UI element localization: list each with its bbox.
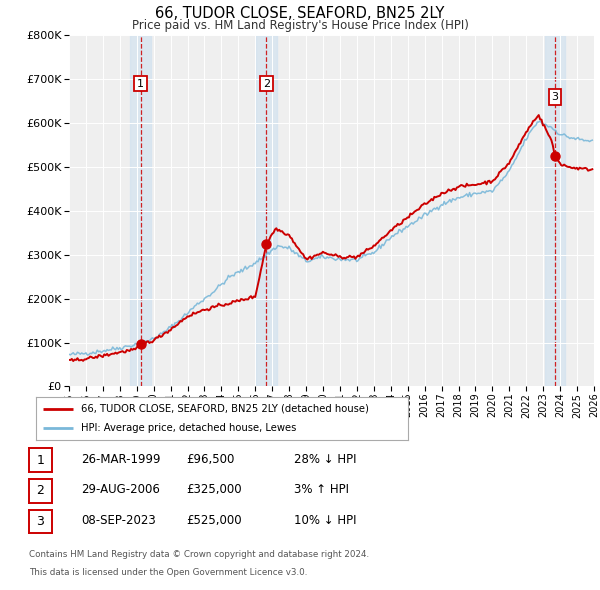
Text: 26-MAR-1999: 26-MAR-1999 [81, 453, 161, 466]
Text: £525,000: £525,000 [186, 514, 242, 527]
Text: 3: 3 [36, 515, 44, 528]
Bar [130, 35, 151, 386]
Text: 2: 2 [36, 484, 44, 497]
Text: £325,000: £325,000 [186, 483, 242, 496]
Text: 08-SEP-2023: 08-SEP-2023 [81, 514, 156, 527]
Text: 66, TUDOR CLOSE, SEAFORD, BN25 2LY: 66, TUDOR CLOSE, SEAFORD, BN25 2LY [155, 6, 445, 21]
Text: 28% ↓ HPI: 28% ↓ HPI [294, 453, 356, 466]
Bar [256, 35, 277, 386]
Text: £96,500: £96,500 [186, 453, 235, 466]
Text: 3% ↑ HPI: 3% ↑ HPI [294, 483, 349, 496]
Text: Price paid vs. HM Land Registry's House Price Index (HPI): Price paid vs. HM Land Registry's House … [131, 19, 469, 32]
Text: Contains HM Land Registry data © Crown copyright and database right 2024.: Contains HM Land Registry data © Crown c… [29, 550, 369, 559]
Text: 10% ↓ HPI: 10% ↓ HPI [294, 514, 356, 527]
Bar [545, 35, 565, 386]
Text: 66, TUDOR CLOSE, SEAFORD, BN25 2LY (detached house): 66, TUDOR CLOSE, SEAFORD, BN25 2LY (deta… [80, 404, 368, 414]
Text: This data is licensed under the Open Government Licence v3.0.: This data is licensed under the Open Gov… [29, 568, 307, 577]
Text: 3: 3 [551, 92, 559, 102]
Text: 1: 1 [36, 454, 44, 467]
Text: HPI: Average price, detached house, Lewes: HPI: Average price, detached house, Lewe… [80, 423, 296, 433]
Text: 29-AUG-2006: 29-AUG-2006 [81, 483, 160, 496]
Text: 1: 1 [137, 78, 144, 88]
Text: 2: 2 [263, 78, 270, 88]
